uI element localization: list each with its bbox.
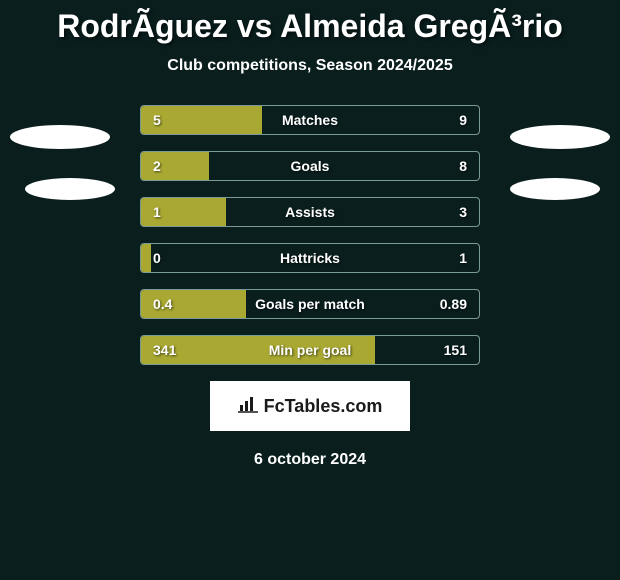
stat-value-left: 0.4 (153, 296, 172, 312)
stat-label: Matches (282, 112, 338, 128)
stat-value-right: 9 (459, 112, 467, 128)
stats-container: 5 Matches 9 2 Goals 8 1 Assists 3 0 Hatt… (0, 105, 620, 365)
bar-left-fill (141, 152, 209, 180)
stat-value-left: 5 (153, 112, 161, 128)
stat-value-left: 341 (153, 342, 176, 358)
stat-label: Min per goal (269, 342, 351, 358)
stat-value-right: 0.89 (440, 296, 467, 312)
stat-row-gpm: 0.4 Goals per match 0.89 (10, 289, 610, 319)
fctables-logo[interactable]: FcTables.com (210, 381, 410, 431)
stat-row-hattricks: 0 Hattricks 1 (10, 243, 610, 273)
page-title: RodrÃ­guez vs Almeida GregÃ³rio (0, 0, 620, 45)
stat-value-right: 1 (459, 250, 467, 266)
stat-row-matches: 5 Matches 9 (10, 105, 610, 135)
stat-bar: 0 Hattricks 1 (140, 243, 480, 273)
bar-right-fill (226, 198, 480, 226)
stat-label: Hattricks (280, 250, 340, 266)
stat-row-goals: 2 Goals 8 (10, 151, 610, 181)
stat-value-right: 3 (459, 204, 467, 220)
stat-bar: 341 Min per goal 151 (140, 335, 480, 365)
stat-bar: 0.4 Goals per match 0.89 (140, 289, 480, 319)
bar-right-fill (209, 152, 479, 180)
stat-row-assists: 1 Assists 3 (10, 197, 610, 227)
bar-left-fill (141, 244, 151, 272)
stat-label: Assists (285, 204, 335, 220)
stat-value-left: 0 (153, 250, 161, 266)
stat-bar: 5 Matches 9 (140, 105, 480, 135)
stat-label: Goals per match (255, 296, 365, 312)
date-label: 6 october 2024 (0, 451, 620, 469)
chart-icon (238, 395, 258, 418)
stat-value-right: 151 (444, 342, 467, 358)
stat-label: Goals (291, 158, 330, 174)
stat-bar: 2 Goals 8 (140, 151, 480, 181)
page-subtitle: Club competitions, Season 2024/2025 (0, 57, 620, 75)
stat-row-mpg: 341 Min per goal 151 (10, 335, 610, 365)
stat-bar: 1 Assists 3 (140, 197, 480, 227)
stat-value-left: 2 (153, 158, 161, 174)
stat-value-left: 1 (153, 204, 161, 220)
logo-text: FcTables.com (264, 396, 383, 417)
stat-value-right: 8 (459, 158, 467, 174)
